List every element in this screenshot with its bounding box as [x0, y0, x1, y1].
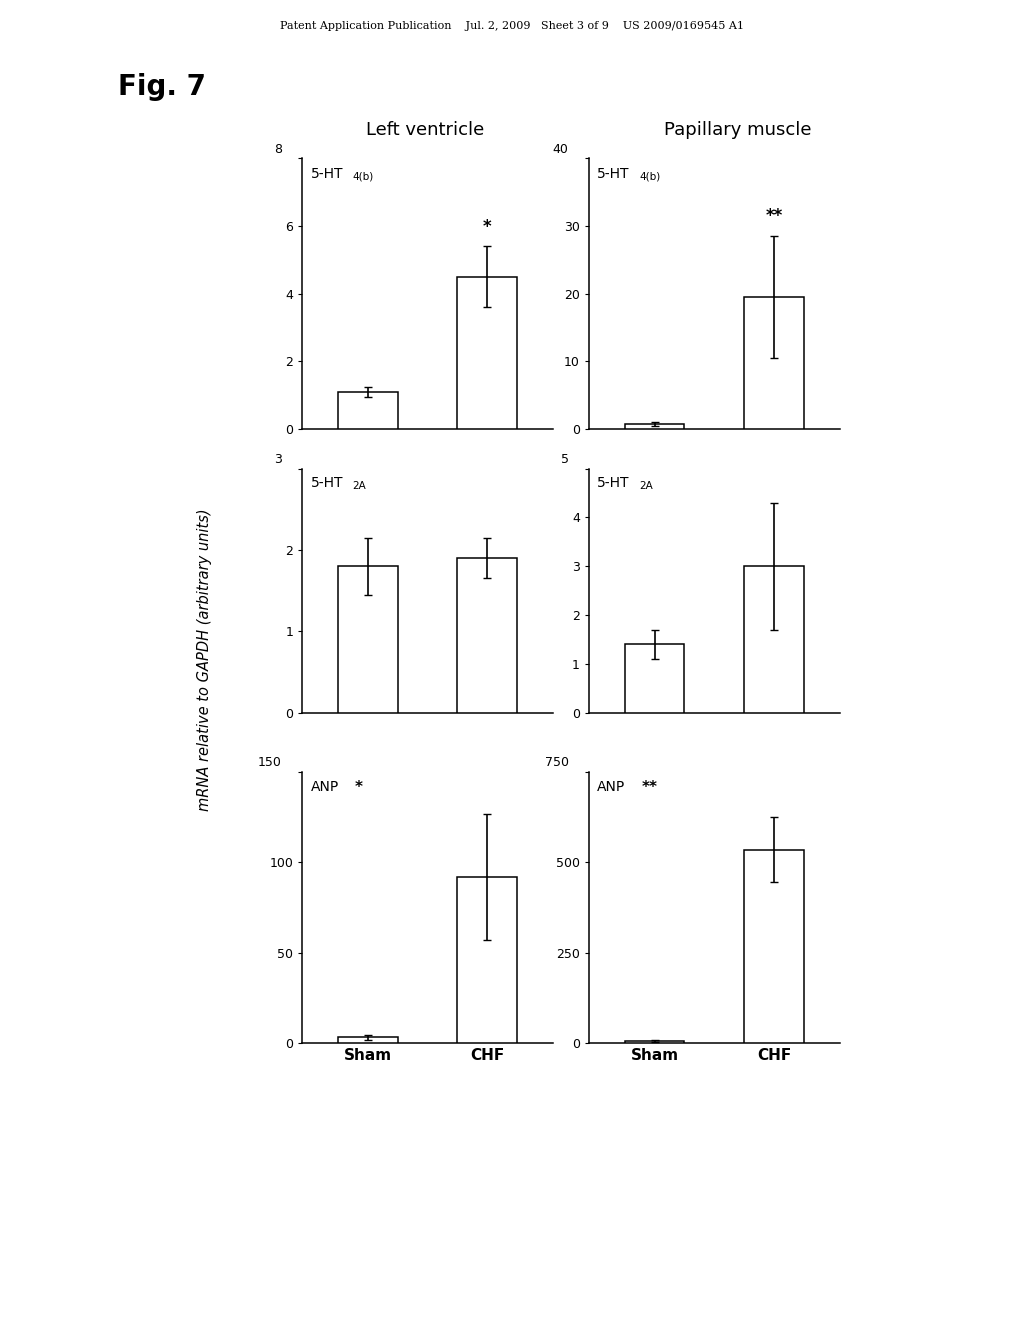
Bar: [625, 644, 684, 713]
Text: ANP: ANP: [310, 780, 339, 795]
Bar: [744, 297, 804, 429]
Text: *: *: [354, 780, 362, 796]
Text: Papillary muscle: Papillary muscle: [664, 120, 811, 139]
Text: **: **: [641, 780, 657, 796]
Bar: [458, 876, 517, 1043]
Bar: [625, 1041, 684, 1043]
Text: 2A: 2A: [639, 480, 653, 491]
Text: 5-HT: 5-HT: [310, 166, 343, 181]
Bar: [338, 566, 397, 713]
Text: 3: 3: [274, 453, 282, 466]
Bar: [338, 392, 397, 429]
Bar: [458, 277, 517, 429]
Bar: [338, 1038, 397, 1043]
Text: **: **: [765, 207, 782, 226]
Text: Left ventricle: Left ventricle: [366, 120, 484, 139]
Text: 5: 5: [561, 453, 568, 466]
Text: 150: 150: [258, 756, 282, 770]
Text: mRNA relative to GAPDH (arbitrary units): mRNA relative to GAPDH (arbitrary units): [198, 508, 212, 812]
Text: 2A: 2A: [352, 480, 367, 491]
Text: 750: 750: [545, 756, 568, 770]
Text: Fig. 7: Fig. 7: [118, 73, 206, 100]
Bar: [625, 424, 684, 429]
Text: *: *: [483, 218, 492, 235]
Text: 4(b): 4(b): [352, 172, 374, 182]
Text: Patent Application Publication    Jul. 2, 2009   Sheet 3 of 9    US 2009/0169545: Patent Application Publication Jul. 2, 2…: [280, 21, 744, 32]
Text: ANP: ANP: [597, 780, 626, 795]
Text: 5-HT: 5-HT: [597, 477, 630, 490]
Text: 4(b): 4(b): [639, 172, 660, 182]
Bar: [744, 850, 804, 1043]
Bar: [458, 558, 517, 713]
Text: 8: 8: [274, 143, 282, 156]
Text: 5-HT: 5-HT: [597, 166, 630, 181]
Text: 40: 40: [553, 143, 568, 156]
Text: 5-HT: 5-HT: [310, 477, 343, 490]
Bar: [744, 566, 804, 713]
